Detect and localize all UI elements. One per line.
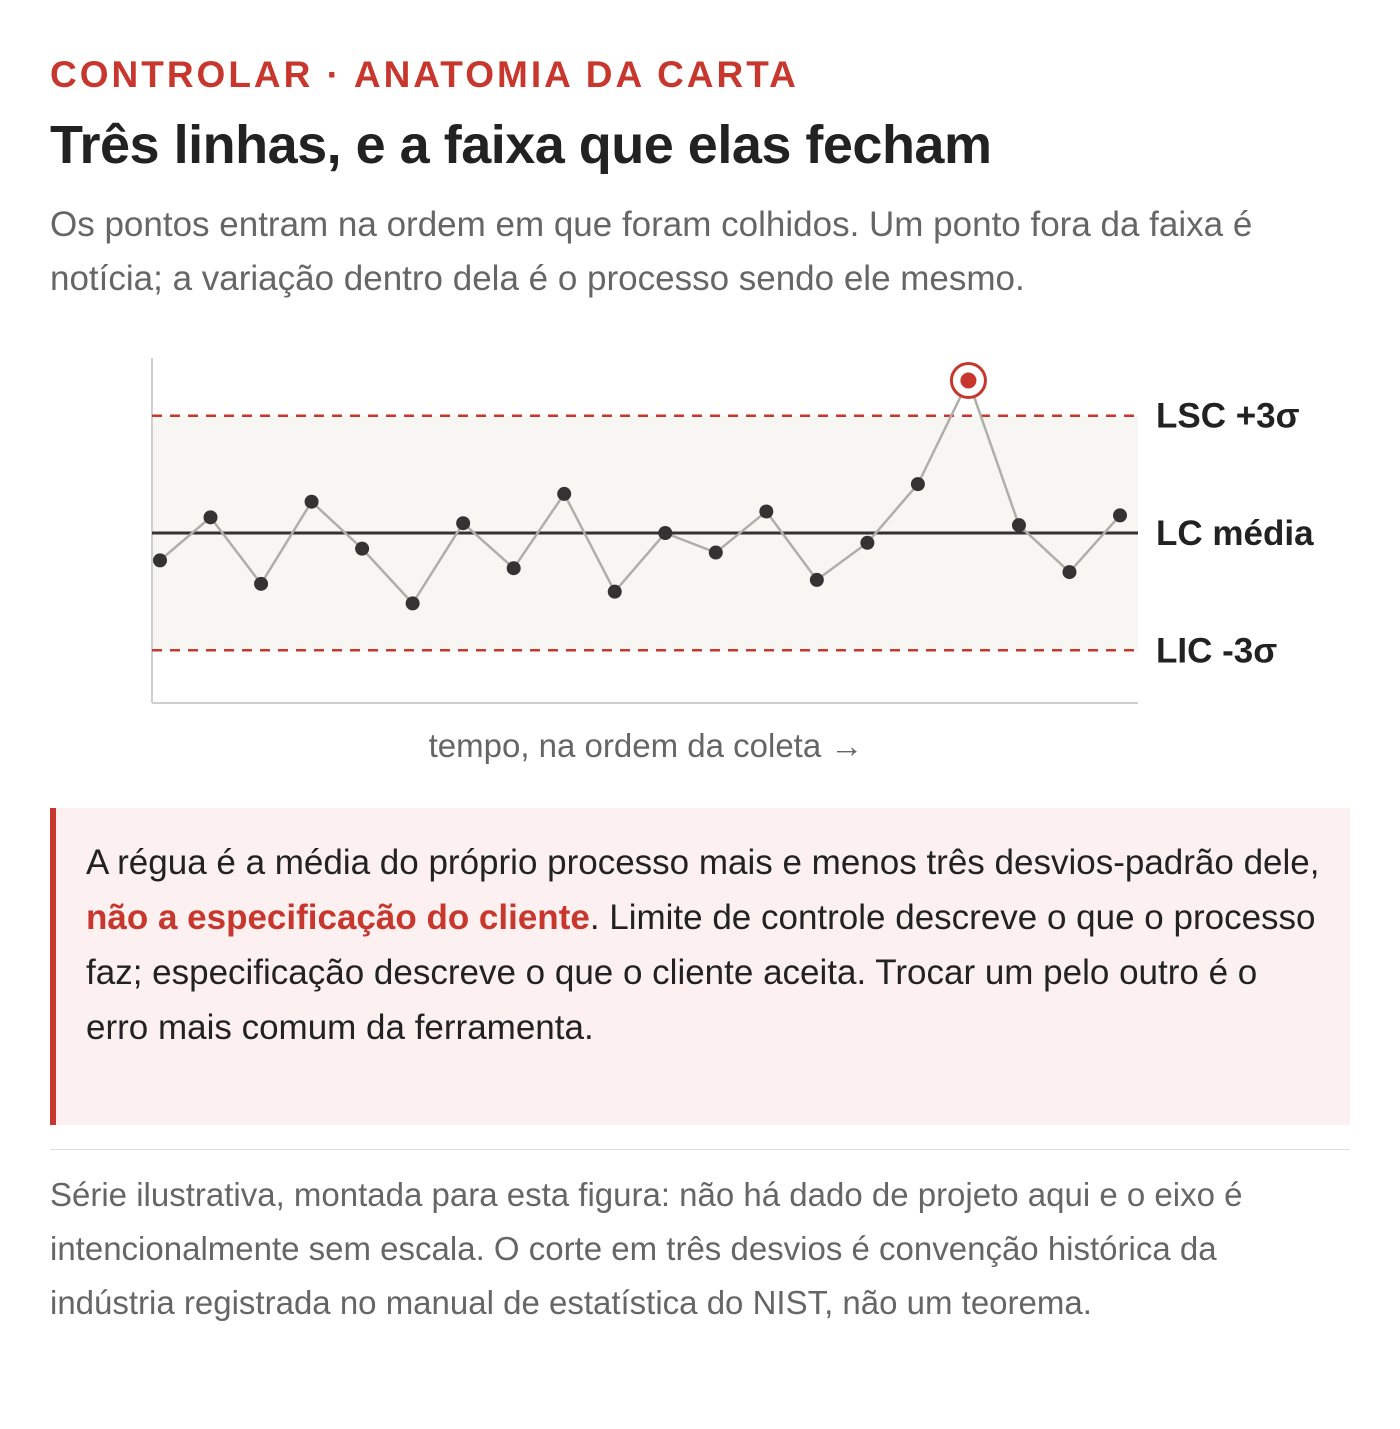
x-axis-label: tempo, na ordem da coleta → — [429, 727, 864, 764]
callout-text-after: . Limite de controle descreve o que o pr… — [86, 898, 1316, 1047]
callout-text-before: A régua é a média do próprio processo ma… — [86, 843, 1320, 882]
series-line — [159, 379, 1121, 605]
data-point — [759, 504, 774, 519]
callout-highlight: não a especificação do cliente — [86, 898, 590, 937]
data-point — [153, 553, 167, 568]
data-point — [1011, 518, 1026, 533]
data-point — [910, 477, 925, 492]
data-point — [203, 510, 218, 525]
data-point — [860, 535, 875, 550]
data-point — [1062, 565, 1077, 580]
ucl-label: LSC +3σ — [1156, 397, 1300, 436]
data-point — [809, 572, 824, 587]
page-subtitle: Os pontos entram na ordem em que foram c… — [50, 205, 1253, 298]
data-point — [506, 561, 521, 576]
page-title: Três linhas, e a faixa que elas fecham — [50, 115, 992, 175]
control-line-labels: LSC +3σ LC média LIC -3σ — [1156, 397, 1314, 671]
control-chart: LSC +3σ LC média LIC -3σ tempo, na ordem d… — [151, 358, 1314, 764]
data-point — [708, 545, 723, 560]
data-point — [456, 516, 471, 531]
note-callout: A régua é a média do próprio processo ma… — [50, 808, 1350, 1125]
divider — [50, 1149, 1350, 1150]
data-point — [355, 541, 370, 556]
data-point — [557, 486, 572, 501]
data-point — [254, 576, 269, 591]
footnote: Série ilustrativa, montada para esta fig… — [50, 1176, 1243, 1321]
callout-text: A régua é a média do próprio processo ma… — [86, 835, 1320, 1055]
center-line-label: LC média — [1156, 514, 1314, 553]
out-of-control-point — [960, 372, 977, 389]
data-point — [607, 584, 622, 599]
data-point — [304, 494, 319, 509]
section-kicker: CONTROLAR · ANATOMIA DA CARTA — [50, 54, 799, 95]
data-point — [405, 596, 420, 611]
lcl-label: LIC -3σ — [1156, 631, 1277, 670]
data-point — [1113, 508, 1127, 523]
series-points — [153, 362, 1127, 611]
control-lines — [152, 414, 1138, 652]
data-point — [658, 526, 673, 540]
